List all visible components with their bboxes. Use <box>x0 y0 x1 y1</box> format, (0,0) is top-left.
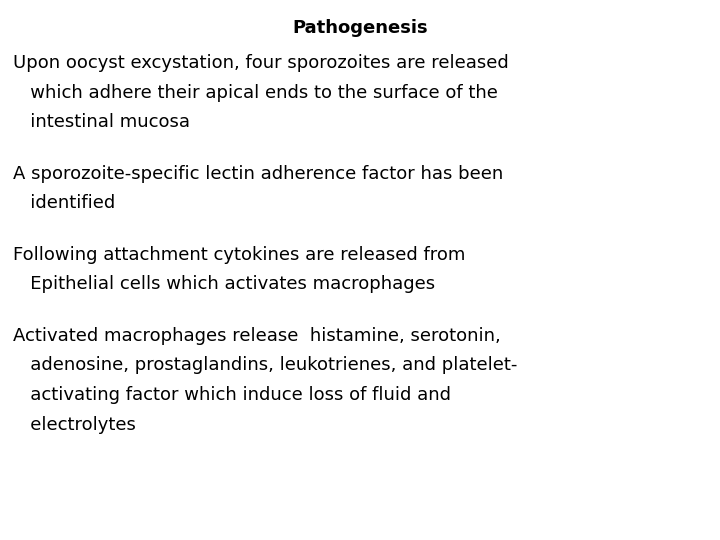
Text: Epithelial cells which activates macrophages: Epithelial cells which activates macroph… <box>13 275 435 293</box>
Text: Activated macrophages release  histamine, serotonin,: Activated macrophages release histamine,… <box>13 327 500 345</box>
Text: electrolytes: electrolytes <box>13 416 136 434</box>
Text: A sporozoite-specific lectin adherence factor has been: A sporozoite-specific lectin adherence f… <box>13 165 503 183</box>
Text: identified: identified <box>13 194 115 212</box>
Text: adenosine, prostaglandins, leukotrienes, and platelet-: adenosine, prostaglandins, leukotrienes,… <box>13 356 518 374</box>
Text: which adhere their apical ends to the surface of the: which adhere their apical ends to the su… <box>13 84 498 102</box>
Text: intestinal mucosa: intestinal mucosa <box>13 113 190 131</box>
Text: Upon oocyst excystation, four sporozoites are released: Upon oocyst excystation, four sporozoite… <box>13 54 509 72</box>
Text: activating factor which induce loss of fluid and: activating factor which induce loss of f… <box>13 386 451 404</box>
Text: Pathogenesis: Pathogenesis <box>292 19 428 37</box>
Text: Following attachment cytokines are released from: Following attachment cytokines are relea… <box>13 246 465 264</box>
